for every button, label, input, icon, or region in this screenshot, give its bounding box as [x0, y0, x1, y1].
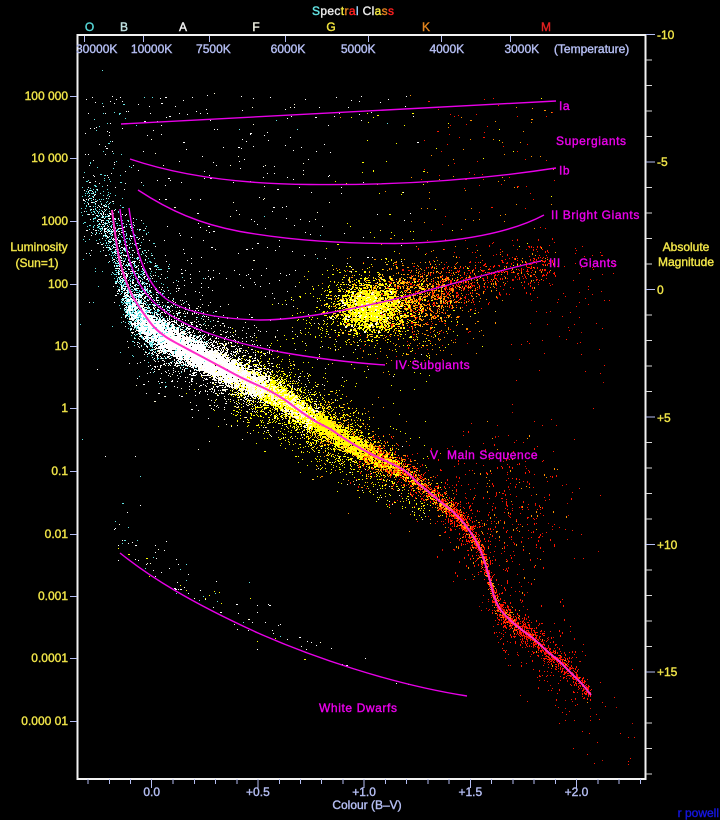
svg-text:Absolute: Absolute [663, 240, 710, 254]
svg-text:V: V [430, 448, 439, 462]
svg-text:10 000: 10 000 [31, 151, 68, 165]
svg-text:O: O [85, 20, 94, 34]
svg-text:III: III [549, 256, 561, 270]
svg-text:White Dwarfs: White Dwarfs [319, 701, 398, 715]
svg-text:0.1: 0.1 [51, 464, 68, 478]
svg-text:+10: +10 [657, 538, 678, 552]
svg-text:10000K: 10000K [131, 42, 172, 56]
svg-text:6000K: 6000K [271, 42, 306, 56]
svg-text:Ia: Ia [559, 99, 570, 113]
svg-text:Supergiants: Supergiants [556, 134, 627, 148]
svg-text:0: 0 [657, 283, 664, 297]
svg-text:3000K: 3000K [504, 42, 539, 56]
svg-text:+5: +5 [657, 411, 671, 425]
svg-text:0.001: 0.001 [38, 589, 68, 603]
svg-text:IV Subgiants: IV Subgiants [395, 358, 470, 372]
svg-text:Giants: Giants [579, 256, 617, 270]
svg-text:A: A [179, 20, 187, 34]
svg-text:4000K: 4000K [429, 42, 464, 56]
svg-text:M: M [541, 20, 551, 34]
svg-text:0.0: 0.0 [143, 785, 160, 799]
svg-text:F: F [252, 20, 259, 34]
svg-text:G: G [326, 20, 335, 34]
svg-text:Luminosity: Luminosity [10, 240, 67, 254]
svg-text:-5: -5 [657, 155, 668, 169]
svg-text:+0.5: +0.5 [246, 785, 270, 799]
svg-text:II Bright Giants: II Bright Giants [551, 208, 640, 222]
svg-text:+15: +15 [657, 665, 678, 679]
svg-text:Main Sequence: Main Sequence [447, 448, 538, 462]
svg-text:+2.0: +2.0 [565, 785, 589, 799]
svg-text:Colour (B–V): Colour (B–V) [332, 798, 401, 812]
svg-text:100 000: 100 000 [25, 89, 69, 103]
svg-text:100: 100 [48, 277, 68, 291]
svg-text:1: 1 [61, 401, 68, 415]
svg-text:0.01: 0.01 [45, 527, 69, 541]
svg-text:K: K [422, 20, 430, 34]
svg-text:7500K: 7500K [196, 42, 231, 56]
svg-text:10: 10 [55, 339, 69, 353]
svg-text:-10: -10 [657, 28, 675, 42]
svg-text:0.000 01: 0.000 01 [21, 714, 68, 728]
svg-text:Ib: Ib [559, 164, 570, 178]
svg-text:5000K: 5000K [341, 42, 376, 56]
svg-text:+1.5: +1.5 [458, 785, 482, 799]
svg-text:(Temperature): (Temperature) [554, 42, 629, 56]
svg-text:+1.0: +1.0 [352, 785, 376, 799]
svg-text:(Sun=1): (Sun=1) [15, 256, 58, 270]
svg-text:1000: 1000 [41, 214, 68, 228]
svg-text:0.0001: 0.0001 [31, 651, 68, 665]
svg-text:Magnitude: Magnitude [658, 255, 714, 269]
svg-text:30000K: 30000K [76, 42, 117, 56]
svg-text:Spectral Class: Spectral Class [312, 4, 394, 18]
svg-text:B: B [120, 20, 128, 34]
svg-text:r powell: r powell [678, 806, 719, 820]
